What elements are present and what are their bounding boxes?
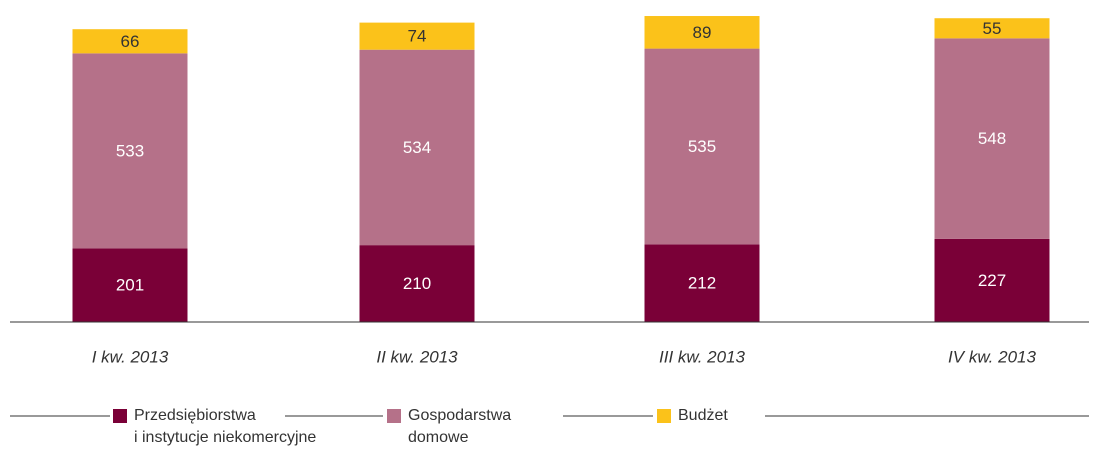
- legend-swatch: [113, 409, 127, 423]
- bar-segment: [934, 238, 1050, 322]
- bar-segment: [644, 48, 760, 245]
- value-label: 74: [408, 27, 427, 46]
- value-label: 548: [978, 129, 1006, 148]
- value-label: 55: [983, 19, 1002, 38]
- legend-label: Budżet: [678, 407, 728, 424]
- bar-segment: [72, 248, 188, 322]
- bar-segment: [359, 245, 475, 322]
- legend-swatch: [657, 409, 671, 423]
- value-label: 201: [116, 276, 144, 295]
- x-tick-label: IV kw. 2013: [948, 347, 1036, 366]
- bar-segment: [359, 22, 475, 50]
- bar-segment: [934, 38, 1050, 239]
- legend-label: Gospodarstwa domowe: [408, 407, 512, 446]
- value-label: 535: [688, 137, 716, 156]
- value-label: 89: [693, 23, 712, 42]
- legend-swatch: [387, 409, 401, 423]
- value-label: 210: [403, 274, 431, 293]
- value-label: 534: [403, 138, 431, 157]
- bar-segment: [644, 244, 760, 322]
- x-tick-label: I kw. 2013: [92, 347, 169, 366]
- bar-segment: [72, 29, 188, 54]
- value-label: 533: [116, 141, 144, 160]
- bar-segment: [72, 53, 188, 249]
- x-tick-label: II kw. 2013: [376, 347, 458, 366]
- bar-segment: [934, 18, 1050, 39]
- value-label: 227: [978, 271, 1006, 290]
- value-label: 212: [688, 274, 716, 293]
- bar-segment: [359, 49, 475, 246]
- x-tick-label: III kw. 2013: [659, 347, 746, 366]
- bar-segment: [644, 16, 760, 49]
- value-label: 66: [121, 32, 140, 51]
- legend-label: Przedsiębiorstwa i instytucje niekomercy…: [134, 407, 317, 446]
